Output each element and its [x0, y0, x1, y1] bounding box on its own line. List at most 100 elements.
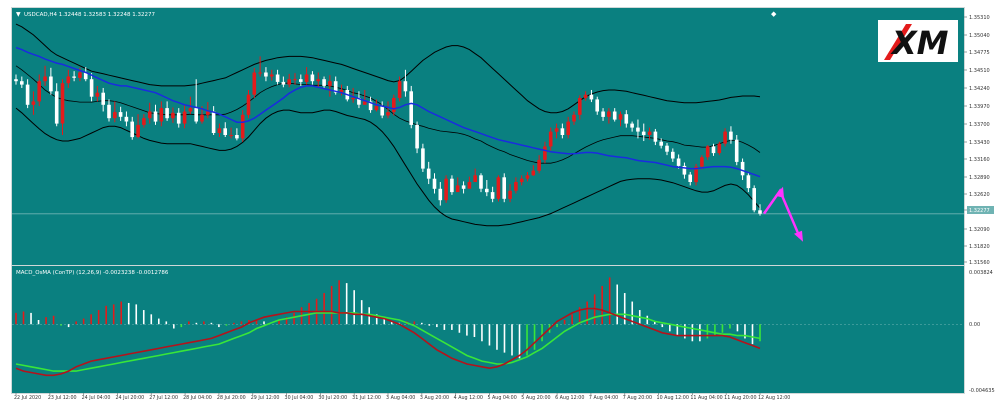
candle-body: [455, 185, 460, 193]
candle-body: [43, 76, 47, 82]
candle-body: [89, 79, 94, 97]
time-tick-label: 29 Jul 12:00: [251, 395, 280, 401]
candle-body: [694, 166, 698, 183]
candle-body: [351, 98, 355, 100]
candle-body: [316, 79, 320, 82]
xm-logo: XM: [878, 20, 958, 62]
candle-body: [304, 74, 309, 82]
time-tick-label: 3 Aug 20:00: [420, 395, 449, 401]
time-tick-label: 23 Jul 12:00: [48, 395, 77, 401]
candle-body: [514, 182, 518, 191]
candle-body: [676, 158, 681, 166]
candle-body: [595, 99, 599, 112]
candle-body: [403, 81, 408, 92]
candle-body: [142, 118, 146, 125]
candle-body: [14, 79, 18, 82]
time-tick-label: 27 Jul 12:00: [149, 395, 178, 401]
candle-body: [264, 72, 268, 77]
price-tick-label: 1.35310: [969, 15, 990, 21]
candle-body: [636, 127, 640, 132]
candle-body: [554, 128, 559, 132]
time-tick-label: 30 Jul 04:00: [285, 395, 314, 401]
indicator-tick-label: 0.003824: [969, 270, 993, 276]
price-tick-label: 1.33430: [969, 140, 990, 146]
candle-body: [572, 114, 576, 122]
candle-body: [758, 210, 762, 214]
price-tick-label: 1.32277: [969, 208, 990, 214]
current-price-badge: [967, 206, 994, 214]
indicator-header: MACD_OsMA (ConTP) (12,26,9) -0.0023238 -…: [16, 270, 169, 276]
candle-body: [240, 114, 245, 139]
candle-body: [531, 170, 536, 176]
candle-body: [368, 101, 373, 111]
scroll-marker-icon[interactable]: ◆: [771, 10, 777, 18]
candle-body: [537, 159, 541, 171]
candle-body: [281, 81, 286, 85]
candle-body: [246, 94, 251, 115]
candle-body: [426, 168, 431, 179]
candle-body: [711, 146, 716, 154]
candle-body: [508, 190, 512, 199]
candle-body: [444, 178, 448, 201]
candle-body: [392, 98, 396, 113]
time-tick-label: 11 Aug 04:00: [690, 395, 722, 401]
candle-body: [107, 104, 111, 119]
candle-body: [252, 72, 257, 95]
candle-body: [124, 116, 129, 122]
candle-body: [299, 79, 303, 82]
ma-line: [15, 46, 761, 178]
candle-body: [630, 123, 634, 128]
candle-body: [746, 175, 751, 189]
candle-body: [357, 98, 361, 105]
candle-body: [165, 108, 169, 119]
candle-body: [548, 131, 553, 147]
candle-body: [54, 91, 59, 124]
time-tick-label: 22 Jul 2020: [14, 395, 41, 401]
signal-line: [15, 312, 761, 372]
candle-body: [438, 188, 443, 201]
candle-body: [235, 135, 239, 139]
candle-body: [66, 76, 71, 84]
candle-body: [723, 131, 727, 144]
candle-body: [467, 182, 472, 189]
candle-body: [740, 161, 745, 176]
chart-menu-arrow-icon[interactable]: ▼: [16, 11, 21, 18]
time-tick-label: 6 Aug 12:00: [555, 395, 584, 401]
candle-body: [485, 188, 489, 193]
candle-body: [49, 76, 53, 92]
price-tick-label: 1.31560: [969, 260, 990, 266]
candle-body: [380, 106, 384, 116]
candle-body: [729, 131, 733, 140]
candle-body: [543, 146, 547, 160]
candle-body: [328, 81, 332, 86]
time-tick-label: 28 Jul 20:00: [217, 395, 246, 401]
candle-body: [612, 111, 617, 120]
candle-body: [182, 111, 187, 124]
forecast-arrow-target-head: [794, 230, 803, 242]
candle-body: [705, 146, 710, 158]
candle-body: [211, 111, 216, 133]
candle-body: [206, 111, 210, 115]
candle-body: [223, 128, 227, 135]
candle-body: [583, 94, 588, 99]
candle-body: [258, 72, 262, 74]
candle-body: [136, 124, 140, 137]
price-tick-label: 1.33970: [969, 104, 990, 110]
candle-body: [519, 178, 524, 183]
candle-body: [415, 124, 419, 149]
price-tick-label: 1.31820: [969, 244, 990, 250]
candle-body: [752, 188, 756, 211]
candle-body: [386, 112, 390, 116]
candle-body: [293, 79, 297, 81]
candle-body: [159, 108, 164, 122]
time-tick-label: 24 Jul 20:00: [115, 395, 144, 401]
candle-body: [432, 178, 437, 189]
macd-lines: [15, 307, 761, 377]
candle-body: [671, 151, 675, 159]
candle-body: [479, 175, 483, 189]
candle-body: [20, 81, 24, 85]
price-tick-label: 1.34775: [969, 50, 990, 56]
candle-body: [31, 101, 36, 105]
candle-body: [665, 145, 669, 152]
candle-body: [397, 81, 402, 98]
